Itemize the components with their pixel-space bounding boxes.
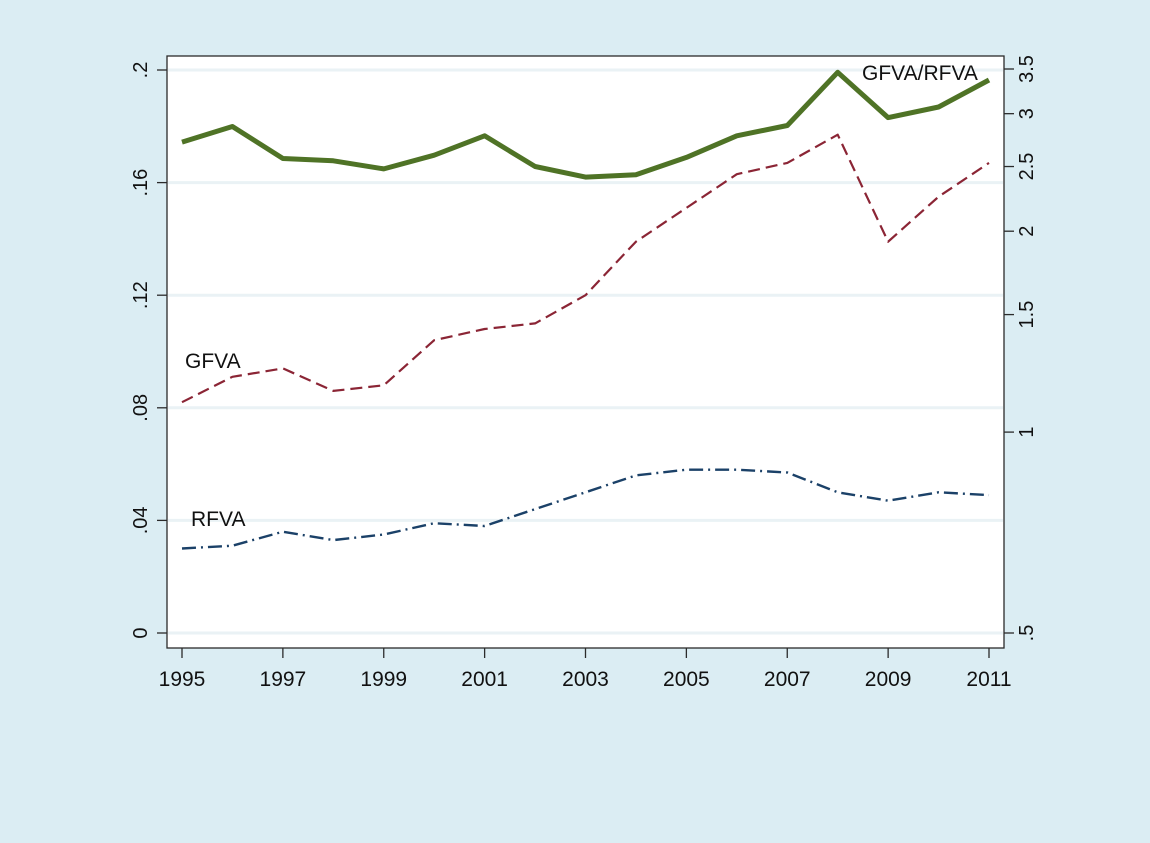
- data-point: [484, 328, 485, 329]
- series-layer: [181, 69, 991, 550]
- data-point: [434, 155, 435, 156]
- y-right-tick-label: 2: [1016, 226, 1038, 237]
- series-label-rfva: RFVA: [191, 508, 245, 531]
- series-line-gfva: [181, 133, 990, 404]
- data-point: [787, 162, 788, 163]
- y-right-tick-label: 2.5: [1016, 153, 1038, 181]
- x-tick-label: 2001: [461, 668, 508, 691]
- y-right-tick-label: 1: [1016, 427, 1038, 438]
- data-point: [686, 469, 687, 470]
- data-point: [434, 340, 435, 341]
- data-point: [585, 492, 586, 493]
- data-point: [535, 509, 536, 510]
- data-point: [736, 174, 737, 175]
- x-tick-label: 1995: [159, 668, 206, 691]
- data-point: [232, 545, 233, 546]
- y-left-tick-label: .12: [130, 281, 152, 309]
- data-point: [837, 72, 838, 73]
- data-point: [333, 540, 334, 541]
- data-point: [736, 469, 737, 470]
- data-point: [535, 166, 536, 167]
- y-right-tick-label: 3: [1016, 108, 1038, 119]
- data-point: [333, 160, 334, 161]
- data-point: [635, 174, 636, 175]
- data-point: [282, 368, 283, 369]
- data-point: [837, 134, 838, 135]
- data-point: [282, 158, 283, 159]
- y-left-tick-label: .08: [130, 394, 152, 422]
- x-tick-label: 2005: [663, 668, 710, 691]
- data-point: [888, 241, 889, 242]
- data-point: [635, 475, 636, 476]
- data-point: [989, 79, 990, 80]
- series-labels: GFVA/RFVA GFVA RFVA: [185, 62, 978, 531]
- data-point: [383, 168, 384, 169]
- y-left-tick-label: .2: [130, 62, 152, 79]
- series-line-rfva: [181, 468, 990, 550]
- data-point: [686, 157, 687, 158]
- data-point: [938, 196, 939, 197]
- data-point: [787, 472, 788, 473]
- data-point: [686, 207, 687, 208]
- x-tick-label: 2011: [966, 668, 1011, 691]
- y-left-tick-label: 0: [130, 627, 152, 638]
- data-point: [989, 162, 990, 163]
- data-point: [484, 135, 485, 136]
- data-point: [888, 117, 889, 118]
- data-point: [585, 295, 586, 296]
- data-point: [736, 135, 737, 136]
- data-point: [535, 323, 536, 324]
- data-point: [989, 495, 990, 496]
- data-point: [585, 177, 586, 178]
- plot-area: [167, 56, 1004, 648]
- x-axis: 1995 1997 1999 2001 2003 2005 2007 2009 2011: [159, 648, 1012, 691]
- x-tick-label: 2007: [764, 668, 811, 691]
- data-point: [182, 142, 183, 143]
- y-right-tick-label: 1.5: [1016, 301, 1038, 329]
- y-right-tick-label: 3.5: [1016, 55, 1038, 83]
- data-point: [383, 534, 384, 535]
- data-point: [232, 376, 233, 377]
- data-point: [484, 526, 485, 527]
- data-point: [282, 531, 283, 532]
- series-line-gfva-rfva: [181, 69, 991, 180]
- data-point: [938, 492, 939, 493]
- data-point: [938, 106, 939, 107]
- data-point: [182, 548, 183, 549]
- data-point: [635, 241, 636, 242]
- y-right-tick-label: .5: [1016, 625, 1038, 642]
- x-tick-label: 2003: [562, 668, 609, 691]
- data-point: [837, 492, 838, 493]
- data-point: [383, 385, 384, 386]
- data-point: [434, 523, 435, 524]
- y-left-tick-label: .04: [130, 506, 152, 534]
- data-point: [333, 390, 334, 391]
- data-point: [232, 126, 233, 127]
- series-label-gfva: GFVA: [185, 350, 241, 373]
- x-tick-label: 1999: [360, 668, 407, 691]
- x-tick-label: 1997: [260, 668, 307, 691]
- data-point: [182, 402, 183, 403]
- y-left-tick-label: .16: [130, 169, 152, 197]
- data-point: [888, 500, 889, 501]
- data-point: [787, 125, 788, 126]
- y-axis-left: 0 .04 .08 .12 .16 .2: [130, 62, 167, 639]
- x-tick-label: 2009: [865, 668, 912, 691]
- series-label-gfva-rfva: GFVA/RFVA: [862, 62, 978, 85]
- y-axis-right: .5 1 1.5 2 2.5 3 3.5: [1004, 55, 1038, 641]
